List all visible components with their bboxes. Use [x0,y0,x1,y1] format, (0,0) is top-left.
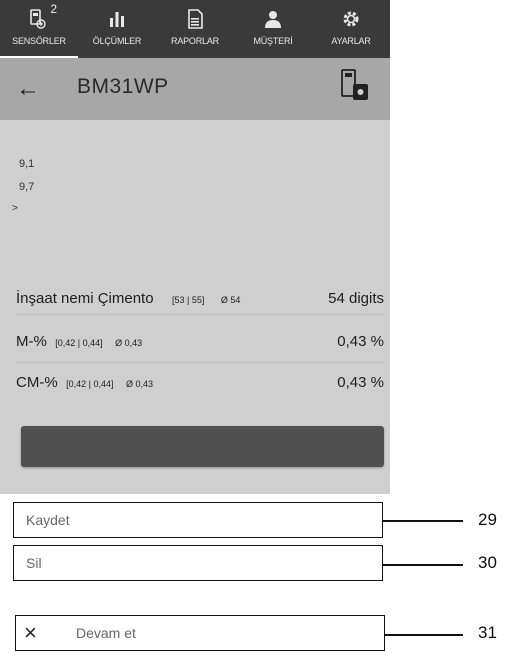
bar-chart-icon [105,6,129,32]
avg-label: Ø 0,43 [115,338,143,348]
save-menu-item[interactable]: Kaydet [13,502,383,538]
callout-line [383,564,463,566]
avg-label: Ø 0,43 [125,379,153,389]
material-label: İnşaat nemi Çimento [16,290,154,307]
back-arrow-icon[interactable]: ← [16,75,40,102]
callout-number: 31 [478,623,497,642]
callout-number: 29 [478,510,497,529]
measurement-row: CM-% [0,42 | 0,44] Ø 0,43 0,43 % [16,374,390,392]
action-button[interactable] [21,426,384,467]
tab-measurements[interactable]: ÖLÇÜMLER [78,0,156,58]
delete-label: Sil [26,555,42,571]
measurement-value: 54 digits [328,290,384,307]
tab-reports[interactable]: RAPORLAR [156,0,234,58]
tab-label: AYARLAR [331,36,371,46]
tab-bar: 2 SENSÖRLER ÖLÇÜMLER [0,0,390,58]
person-icon [261,6,285,32]
tab-label: SENSÖRLER [12,36,66,46]
measurement-value: 0,43 % [337,374,384,391]
save-label: Kaydet [26,512,70,528]
measurement-row: M-% [0,42 | 0,44] Ø 0,43 0,43 % [16,333,390,351]
unit-label: CM-% [16,374,58,391]
page-header: ← BM31WP [0,58,390,120]
callout-number: 30 [478,553,497,572]
callout-line [383,520,463,522]
sensor-count-badge: 2 [50,2,57,16]
tab-customer[interactable]: MÜŞTERİ [234,0,312,58]
divider [16,362,384,363]
page-title: BM31WP [77,75,169,98]
continue-label: Devam et [76,625,136,641]
tab-settings[interactable]: AYARLAR [312,0,390,58]
gear-icon [339,6,363,32]
tab-label: RAPORLAR [171,36,219,46]
reading-value: 9,7 [19,181,35,193]
reading-value: 9,1 [19,158,35,170]
tab-label: ÖLÇÜMLER [92,36,142,46]
sensor-icon: 2 [27,2,57,32]
more-indicator: > [12,203,18,214]
range-label: [53 | 55] [172,295,205,305]
reading-values: 9,1 9,7 > [0,150,390,230]
avg-label: Ø 54 [220,295,241,305]
record-icon[interactable] [338,68,370,104]
measurement-row: İnşaat nemi Çimento [53 | 55] Ø 54 54 di… [16,290,390,308]
delete-menu-item[interactable]: Sil [13,545,383,581]
divider [16,314,384,315]
tab-sensors[interactable]: 2 SENSÖRLER [0,0,78,58]
tab-label: MÜŞTERİ [253,36,293,46]
app-screen: 2 SENSÖRLER ÖLÇÜMLER [0,0,390,494]
unit-label: M-% [16,333,47,350]
range-label: [0,42 | 0,44] [55,338,103,348]
measurement-value: 0,43 % [337,333,384,350]
callout-line [385,634,463,636]
close-icon[interactable]: × [24,620,37,645]
range-label: [0,42 | 0,44] [66,379,114,389]
report-icon [183,6,207,32]
continue-menu-item[interactable]: × Devam et [15,615,385,651]
